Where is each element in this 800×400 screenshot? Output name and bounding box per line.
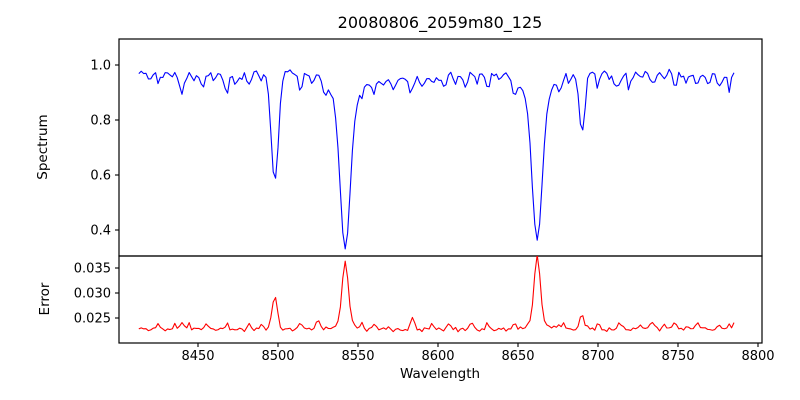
x-tick-label: 8600 bbox=[421, 349, 454, 364]
spectrum-y-tick-label: 0.8 bbox=[90, 114, 111, 129]
x-tick-label: 8550 bbox=[341, 349, 374, 364]
spectrum-line bbox=[138, 68, 735, 250]
spectrum-y-tick-label: 0.6 bbox=[90, 169, 111, 184]
error-axes-box bbox=[118, 255, 763, 344]
spectrum-y-tick-label: 1.0 bbox=[90, 59, 111, 74]
x-tick-label: 8650 bbox=[501, 349, 534, 364]
spectrum-y-axis-label: Spectrum bbox=[35, 114, 51, 179]
x-tick-label: 8700 bbox=[581, 349, 614, 364]
error-y-tick-label: 0.035 bbox=[74, 262, 111, 277]
x-tick-label: 8450 bbox=[181, 349, 214, 364]
chart-title: 20080806_2059m80_125 bbox=[338, 13, 543, 33]
tick-marks bbox=[115, 64, 759, 347]
tick-labels: 8450 8500 8550 8600 8650 8700 8750 8800 1.0 0.8 0.… bbox=[74, 59, 775, 365]
x-tick-label: 8750 bbox=[661, 349, 694, 364]
error-y-tick-label: 0.030 bbox=[74, 287, 111, 302]
x-tick-label: 8800 bbox=[741, 349, 774, 364]
spectrum-y-tick-label: 0.4 bbox=[90, 224, 111, 239]
error-y-axis-label: Error bbox=[37, 282, 53, 315]
x-tick-label: 8500 bbox=[261, 349, 294, 364]
error-line bbox=[138, 256, 735, 333]
error-y-tick-label: 0.025 bbox=[74, 312, 111, 327]
x-axis-label: Wavelength bbox=[400, 366, 480, 382]
